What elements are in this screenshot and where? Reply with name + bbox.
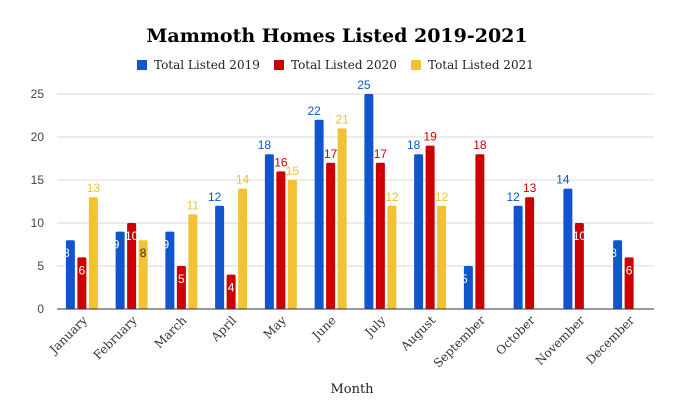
data-label: 18 [473,138,487,152]
x-tick-label: January [45,313,90,358]
data-label: 17 [324,147,338,161]
bar [525,197,535,309]
y-tick-label: 25 [31,87,45,101]
x-tick-label: August [397,313,438,354]
data-labels: 8613910895111241418161522172125171218191… [63,78,633,295]
y-axis-ticks: 0 5 10 15 20 25 [31,87,45,316]
x-tick-label: March [152,313,190,351]
data-label: 12 [208,190,222,204]
data-label: 9 [163,238,170,252]
bar [463,266,473,309]
data-label: 22 [307,104,321,118]
data-label: 25 [357,78,371,92]
x-tick-label: July [361,313,389,341]
data-label: 12 [385,190,399,204]
legend-swatch [274,60,284,70]
bar [138,240,148,309]
bar [264,154,274,309]
data-label: 4 [228,281,235,295]
bar [188,214,198,309]
bar [513,205,523,309]
y-tick-label: 5 [37,259,44,273]
x-axis-ticks: January February March April May June July Augu… [45,313,637,370]
x-axis-label: Month [330,382,374,397]
bar [77,257,87,309]
bar [314,119,324,309]
bar [425,145,435,309]
data-label: 13 [87,181,101,195]
y-tick-label: 10 [31,216,45,230]
data-label: 17 [374,147,388,161]
data-label: 8 [140,246,147,260]
data-label: 8 [63,246,70,260]
x-tick-label: June [308,313,339,344]
y-tick-label: 0 [37,302,44,316]
bar [414,154,424,309]
bar [437,205,447,309]
data-label: 10 [573,229,587,243]
bar [624,257,634,309]
legend-swatch [411,60,421,70]
y-tick-label: 20 [31,130,45,144]
legend-label: Total Listed 2021 [428,58,534,72]
x-tick-label: December [583,313,637,367]
bar [364,94,374,309]
bar [127,223,137,309]
bar [337,128,347,309]
data-label: 21 [335,112,349,126]
data-label: 10 [125,229,139,243]
bar [88,197,98,309]
gridlines [57,93,654,267]
legend-label: Total Listed 2019 [154,58,260,72]
data-label: 12 [435,190,449,204]
bar [165,231,175,309]
data-label: 14 [236,173,250,187]
bar [115,231,125,309]
bar [563,188,573,309]
data-label: 15 [286,164,300,178]
bar [287,180,297,309]
legend-label: Total Listed 2020 [291,58,397,72]
data-label: 5 [178,272,185,286]
data-label: 13 [523,181,537,195]
data-label: 14 [556,173,570,187]
data-label: 12 [506,190,520,204]
data-label: 5 [461,272,468,286]
x-tick-label: October [493,313,538,358]
data-label: 11 [187,198,200,212]
data-label: 6 [626,263,633,277]
legend-swatch [137,60,147,70]
data-label: 18 [407,138,421,152]
data-label: 8 [610,246,617,260]
data-label: 9 [113,238,120,252]
data-label: 6 [79,263,86,277]
y-tick-label: 15 [31,173,45,187]
legend: Total Listed 2019 Total Listed 2020 Total … [137,58,534,72]
bar [276,171,286,309]
bar [226,274,236,309]
data-label: 16 [274,155,288,169]
bar [326,162,336,309]
bar [375,162,385,309]
bar [176,266,186,309]
x-tick-label: November [533,313,588,368]
x-tick-label: April [208,313,240,345]
bar [215,205,225,309]
bar [65,240,75,309]
bar [475,154,485,309]
data-label: 18 [258,138,272,152]
bar [613,240,623,309]
x-tick-label: September [431,313,488,370]
x-tick-label: May [261,313,290,342]
bar [387,205,397,309]
bars [65,94,634,309]
chart-title: Mammoth Homes Listed 2019-2021 [146,25,527,47]
x-tick-label: February [91,313,140,362]
data-label: 19 [423,130,437,144]
bar [574,223,584,309]
bar [238,188,248,309]
